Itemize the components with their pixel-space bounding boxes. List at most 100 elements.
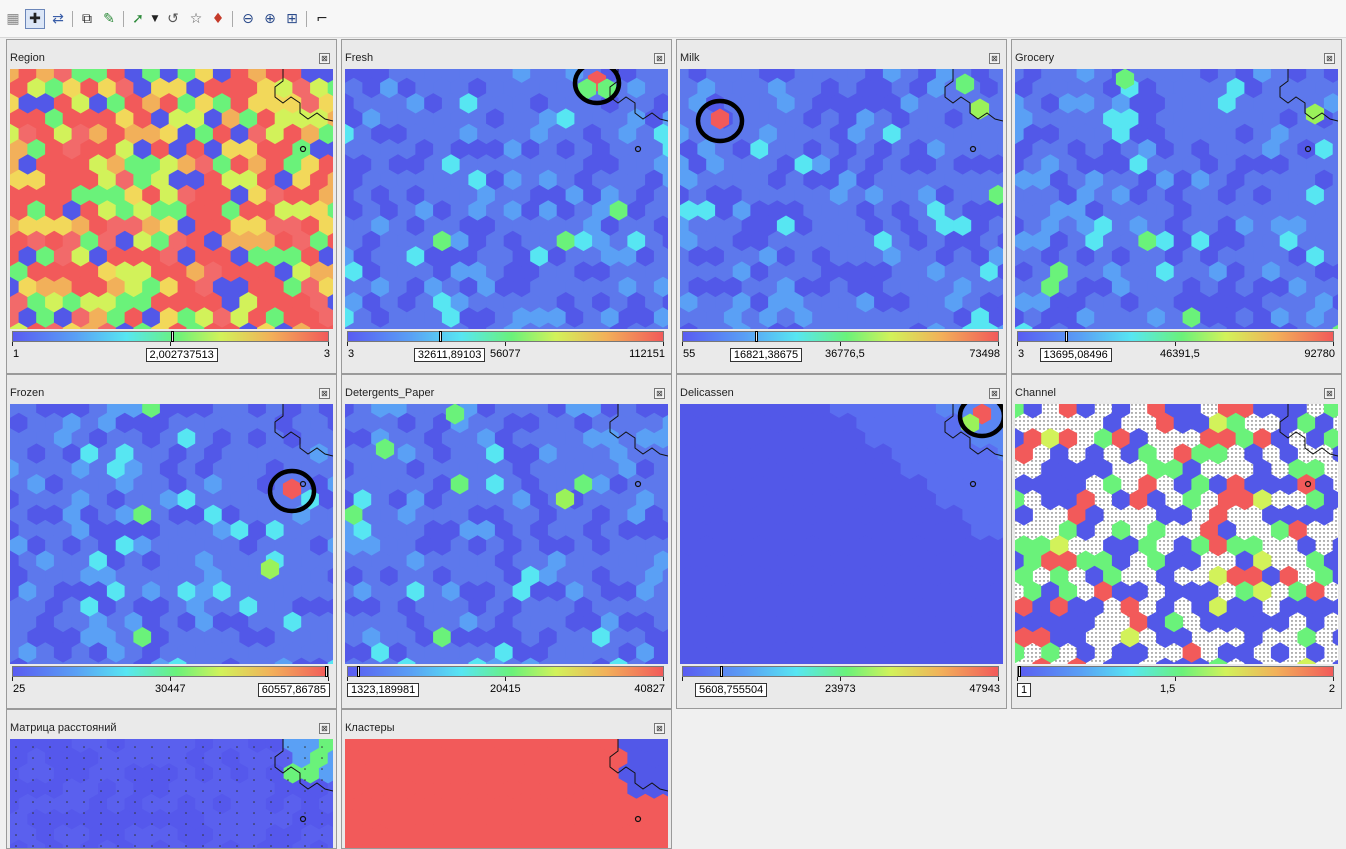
- color-scale-marker[interactable]: [356, 666, 360, 677]
- panel-title: Milk: [680, 52, 700, 64]
- color-picker-icon[interactable]: ♦: [211, 11, 225, 27]
- zoom-out-icon[interactable]: ⊖: [242, 11, 254, 27]
- scale-tick: [1017, 342, 1018, 346]
- toolbar-separator: [306, 11, 307, 27]
- scale-current-value[interactable]: 32611,89103: [413, 348, 486, 362]
- scale-tick: [505, 342, 506, 346]
- panel-title: Матрица расстояний: [10, 722, 117, 734]
- color-scale-bar: [347, 331, 664, 342]
- dropdown-arrow-icon[interactable]: ▼: [151, 14, 159, 24]
- color-scale-marker[interactable]: [1018, 666, 1021, 677]
- map-panel-frozen[interactable]: Frozen ⊠ 25 60557,86785 30447: [6, 374, 337, 709]
- scale-max-label: 47943: [969, 683, 1000, 695]
- hex-map[interactable]: [10, 739, 333, 849]
- scale-tick: [682, 677, 683, 681]
- scale-tick: [663, 677, 664, 681]
- star-select-icon[interactable]: ☆: [189, 11, 203, 27]
- map-panel-fresh[interactable]: Fresh ⊠ 3 32611,89103 56077 112151: [341, 39, 672, 374]
- color-scale-marker[interactable]: [754, 331, 758, 342]
- toolbar-separator: [72, 11, 73, 27]
- scale-tick: [170, 342, 171, 346]
- scale-current-value[interactable]: 16821,38675: [729, 348, 803, 362]
- scale-max-label: 73498: [969, 348, 1000, 360]
- color-scale-bar: [682, 666, 999, 677]
- scale-mid-label: 30447: [155, 683, 186, 695]
- panel-close-icon[interactable]: ⊠: [1324, 388, 1335, 399]
- properties-icon[interactable]: ⧉: [82, 11, 92, 27]
- scale-current-value[interactable]: 5608,755504: [695, 683, 768, 697]
- scale-min-label: 3: [348, 348, 355, 360]
- panel-title: Frozen: [10, 387, 45, 399]
- color-scale-bar: [682, 331, 999, 342]
- color-scale-marker[interactable]: [720, 666, 724, 677]
- hex-map[interactable]: [345, 739, 668, 849]
- hex-map[interactable]: [1015, 69, 1338, 329]
- color-scale-bar: [347, 666, 664, 677]
- map-panel-milk[interactable]: Milk ⊠ 55 16821,38675 36776,5 73498: [676, 39, 1007, 374]
- link-toggle-icon[interactable]: ⇄: [52, 11, 64, 27]
- scale-tick: [682, 342, 683, 346]
- map-panel-region[interactable]: Region ⊠ 1 2,002737513 3: [6, 39, 337, 374]
- panel-close-icon[interactable]: ⊠: [319, 388, 330, 399]
- panel-close-icon[interactable]: ⊠: [654, 53, 665, 64]
- select-tool-icon[interactable]: ➚: [132, 11, 144, 27]
- color-scale-ticks: [12, 342, 329, 346]
- toolbar: ▦ ✚ ⇄ ⧉ ✎ ➚ ▼ ↺ ☆ ♦ ⊖ ⊕ ⊞ ⌐: [0, 0, 1346, 38]
- scale-current-value[interactable]: 13695,08496: [1039, 348, 1112, 362]
- color-scale-marker[interactable]: [1064, 331, 1068, 342]
- scale-tick: [12, 677, 13, 681]
- map-panel-detergents[interactable]: Detergents_Paper ⊠ 1323,189981 20415 40827: [341, 374, 672, 709]
- scale-tick: [840, 342, 841, 346]
- zoom-in-icon[interactable]: ⊕: [264, 11, 276, 27]
- panel-close-icon[interactable]: ⊠: [654, 723, 665, 734]
- panel-close-icon[interactable]: ⊠: [319, 723, 330, 734]
- map-panel-delicassen[interactable]: Delicassen ⊠ 5608,755504 23973 47943: [676, 374, 1007, 709]
- panel-close-icon[interactable]: ⊠: [654, 388, 665, 399]
- scale-mid-label: 46391,5: [1160, 348, 1200, 360]
- lasso-icon[interactable]: ↺: [167, 11, 179, 27]
- color-scale-ticks: [1017, 342, 1334, 346]
- crosshair-icon[interactable]: ✚: [25, 9, 45, 29]
- hex-map[interactable]: [10, 404, 333, 664]
- pointer-tool-icon[interactable]: ⌐: [316, 11, 328, 27]
- paint-icon[interactable]: ✎: [103, 11, 115, 27]
- panel-close-icon[interactable]: ⊠: [1324, 53, 1335, 64]
- color-scale-marker[interactable]: [325, 666, 328, 677]
- hex-map[interactable]: [345, 69, 668, 329]
- panel-close-icon[interactable]: ⊠: [989, 388, 1000, 399]
- scale-mid-label: 20415: [490, 683, 521, 695]
- panel-title: Detergents_Paper: [345, 387, 435, 399]
- scale-current-value[interactable]: 1: [1017, 683, 1032, 697]
- panel-title: Delicassen: [680, 387, 734, 399]
- scale-max-label: 92780: [1304, 348, 1335, 360]
- color-scale-bar: [12, 666, 329, 677]
- hex-map[interactable]: [345, 404, 668, 664]
- panel-close-icon[interactable]: ⊠: [989, 53, 1000, 64]
- map-panel-clusters[interactable]: Кластеры ⊠: [341, 709, 672, 849]
- panel-close-icon[interactable]: ⊠: [319, 53, 330, 64]
- hex-map[interactable]: [10, 69, 333, 329]
- grid-icon[interactable]: ▦: [6, 11, 20, 27]
- scale-tick: [998, 342, 999, 346]
- toolbar-separator: [123, 11, 124, 27]
- fit-grid-icon[interactable]: ⊞: [286, 11, 298, 27]
- scale-min-label: 25: [13, 683, 26, 695]
- scale-tick: [1175, 342, 1176, 346]
- map-panel-grocery[interactable]: Grocery ⊠ 3 13695,08496 46391,5 92780: [1011, 39, 1342, 374]
- color-scale-ticks: [347, 342, 664, 346]
- hex-map[interactable]: [1015, 404, 1338, 664]
- map-panel-distance[interactable]: Матрица расстояний ⊠: [6, 709, 337, 849]
- scale-current-value[interactable]: 60557,86785: [257, 683, 330, 697]
- scale-min-label: 1: [13, 348, 20, 360]
- color-scale-marker[interactable]: [170, 331, 174, 342]
- scale-current-value[interactable]: 2,002737513: [145, 348, 218, 362]
- scale-min-label: 3: [1018, 348, 1025, 360]
- hex-map[interactable]: [680, 69, 1003, 329]
- color-scale-marker[interactable]: [438, 331, 442, 342]
- scale-tick: [328, 677, 329, 681]
- hex-map[interactable]: [680, 404, 1003, 664]
- map-panel-channel[interactable]: Channel ⊠ 1 1,5 2: [1011, 374, 1342, 709]
- panel-title: Grocery: [1015, 52, 1055, 64]
- scale-current-value[interactable]: 1323,189981: [347, 683, 420, 697]
- scale-tick: [998, 677, 999, 681]
